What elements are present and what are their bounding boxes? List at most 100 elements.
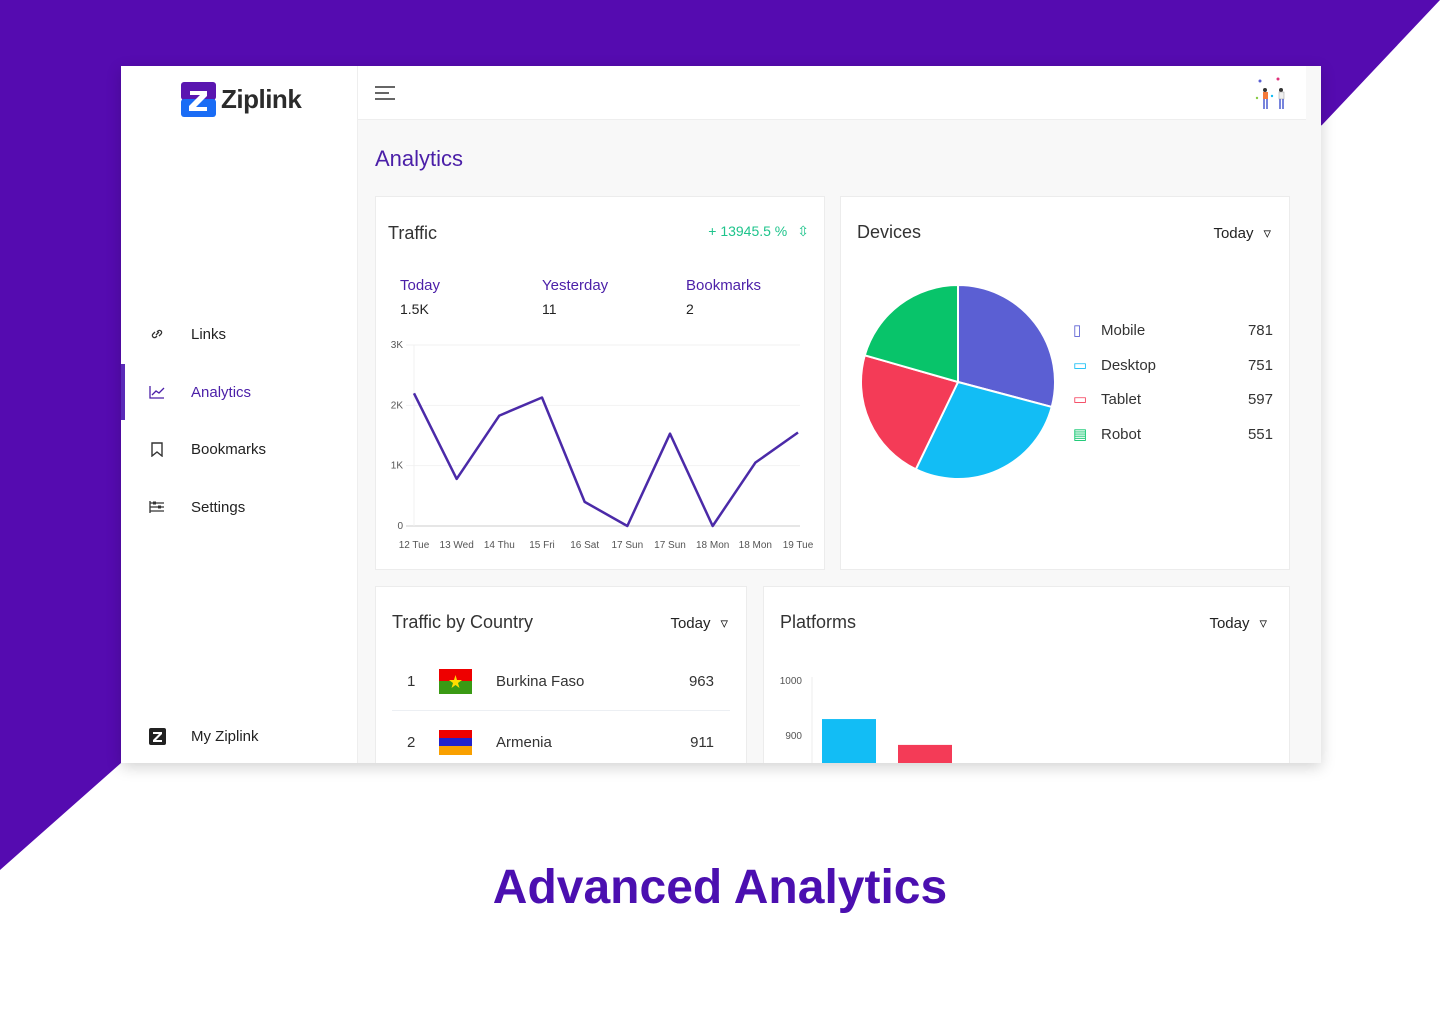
y-tick-label: 1000 (780, 676, 803, 687)
platforms-card: Platforms Today ▿ 900 1000 (763, 586, 1290, 763)
chevron-down-icon: ▿ (1263, 225, 1271, 242)
legend-value: 551 (1247, 425, 1273, 443)
app-window: Ziplink Links Analytics Bookmarks Settin… (121, 66, 1321, 763)
filter-label: Today (1209, 614, 1250, 632)
desktop-icon: ▭ (1073, 357, 1088, 374)
my-ziplink-link[interactable]: My Ziplink (121, 716, 358, 756)
ziplink-logo-icon (181, 82, 216, 117)
app-name: Ziplink (221, 84, 302, 114)
x-tick-label: 15 Fri (529, 540, 555, 551)
sidebar-item-label: Links (191, 325, 227, 343)
sidebar: Ziplink Links Analytics Bookmarks Settin… (121, 66, 358, 763)
ziplink-small-icon (147, 727, 167, 745)
bookmark-icon (147, 441, 167, 457)
legend-item-robot: ▤ Robot 551 (1073, 424, 1273, 444)
traffic-line-chart: 0 1K 2K 3K 12 Tue 13 Wed 14 Thu 15 Fri 16 Sat 17 … (391, 340, 814, 551)
rank: 1 (407, 673, 416, 690)
logo[interactable]: Ziplink (181, 82, 302, 117)
sidebar-item-analytics[interactable]: Analytics (121, 364, 358, 420)
card-title: Traffic by Country (392, 612, 534, 632)
pie-slice-robot (863, 283, 959, 384)
y-tick-label: 2K (391, 400, 404, 411)
robot-icon: ▤ (1073, 426, 1088, 443)
filter-label: Today (670, 614, 711, 632)
x-tick-label: 17 Sun (654, 540, 686, 551)
pie-slice-tablet (860, 354, 960, 471)
legend-value: 781 (1247, 321, 1273, 339)
change-value: + 13945.5 % (708, 223, 788, 239)
platforms-filter-dropdown[interactable]: Today ▿ (1209, 614, 1267, 633)
link-icon (147, 326, 167, 342)
stat-value: 2 (686, 301, 694, 317)
stat-value: 1.5K (400, 301, 429, 317)
legend-label: Tablet (1101, 390, 1142, 408)
legend-label: Robot (1101, 425, 1142, 443)
legend-label: Desktop (1101, 356, 1157, 374)
country-value: 963 (688, 673, 714, 690)
country-row[interactable]: 1 Burkina Faso 963 (392, 653, 730, 711)
platforms-bar-chart: 900 1000 (780, 676, 952, 763)
x-tick-label: 12 Tue (399, 540, 430, 551)
pie-slice-desktop (914, 380, 1053, 480)
legend-item-tablet: ▭ Tablet 597 (1073, 389, 1273, 409)
traffic-change: + 13945.5 % ⇳ (708, 223, 809, 240)
sidebar-item-label: Bookmarks (191, 440, 267, 458)
platform-bar (898, 744, 952, 763)
chevron-down-icon: ▿ (1259, 615, 1267, 632)
x-tick-label: 13 Wed (440, 540, 474, 551)
y-tick-label: 1K (391, 461, 404, 472)
x-tick-label: 19 Tue (783, 540, 814, 551)
y-tick-label: 3K (391, 340, 404, 351)
chevron-down-icon: ▿ (720, 615, 728, 632)
sidebar-item-settings[interactable]: Settings (121, 487, 358, 527)
sidebar-item-label: Settings (191, 498, 246, 516)
y-tick-label: 900 (785, 731, 802, 742)
sort-icon[interactable]: ⇳ (797, 223, 809, 239)
card-title: Traffic (388, 223, 438, 243)
x-tick-label: 16 Sat (570, 540, 599, 551)
card-title: Devices (857, 222, 922, 242)
devices-card: Devices Today ▿ ▯ Mobile 781 ▭ Desktop 751 ▭ T… (840, 196, 1290, 570)
sidebar-item-bookmarks[interactable]: Bookmarks (121, 429, 358, 469)
country-row[interactable]: 2 Armenia 911 (392, 713, 730, 763)
top-bar (358, 66, 1306, 120)
devices-filter-dropdown[interactable]: Today ▿ (1213, 224, 1271, 243)
filter-label: Today (1213, 224, 1254, 242)
page-title: Analytics (375, 146, 464, 171)
rank: 2 (407, 733, 416, 751)
legend-value: 597 (1247, 390, 1273, 408)
sidebar-item-label: Analytics (191, 383, 252, 401)
legend-value: 751 (1247, 356, 1273, 374)
card-title: Platforms (780, 612, 857, 632)
country-filter-dropdown[interactable]: Today ▿ (670, 614, 728, 633)
pie-slice-mobile (957, 283, 1056, 409)
x-tick-label: 14 Thu (484, 540, 515, 551)
platform-bar (822, 719, 876, 763)
settings-icon (147, 500, 167, 514)
stat-label: Today (400, 277, 441, 294)
stat-label: Bookmarks (686, 277, 762, 294)
x-tick-label: 17 Sun (611, 540, 643, 551)
traffic-card: Traffic + 13945.5 % ⇳ Today 1.5K Yesterda… (375, 196, 825, 570)
devices-pie-chart (860, 283, 1056, 480)
x-tick-label: 18 Mon (696, 540, 729, 551)
legend-item-desktop: ▭ Desktop 751 (1073, 355, 1273, 375)
user-avatar-illustration[interactable] (1254, 76, 1290, 112)
mobile-icon: ▯ (1073, 322, 1082, 339)
sidebar-item-links[interactable]: Links (121, 314, 358, 354)
stat-value: 11 (542, 301, 557, 317)
x-tick-label: 18 Mon (739, 540, 772, 551)
my-ziplink-label: My Ziplink (191, 727, 259, 745)
burkina-faso-flag-icon (439, 669, 472, 694)
country-name: Burkina Faso (496, 673, 585, 690)
country-value: 911 (690, 733, 714, 751)
menu-icon[interactable] (375, 86, 397, 101)
country-card: Traffic by Country Today ▿ 1 Burkina Faso 9… (375, 586, 747, 763)
chart-icon (147, 385, 167, 399)
armenia-flag-icon (439, 729, 472, 755)
promo-title: Advanced Analytics (492, 861, 948, 914)
legend-label: Mobile (1101, 321, 1146, 339)
country-name: Armenia (496, 733, 552, 751)
stat-label: Yesterday (542, 277, 609, 294)
legend-item-mobile: ▯ Mobile 781 (1073, 320, 1273, 340)
